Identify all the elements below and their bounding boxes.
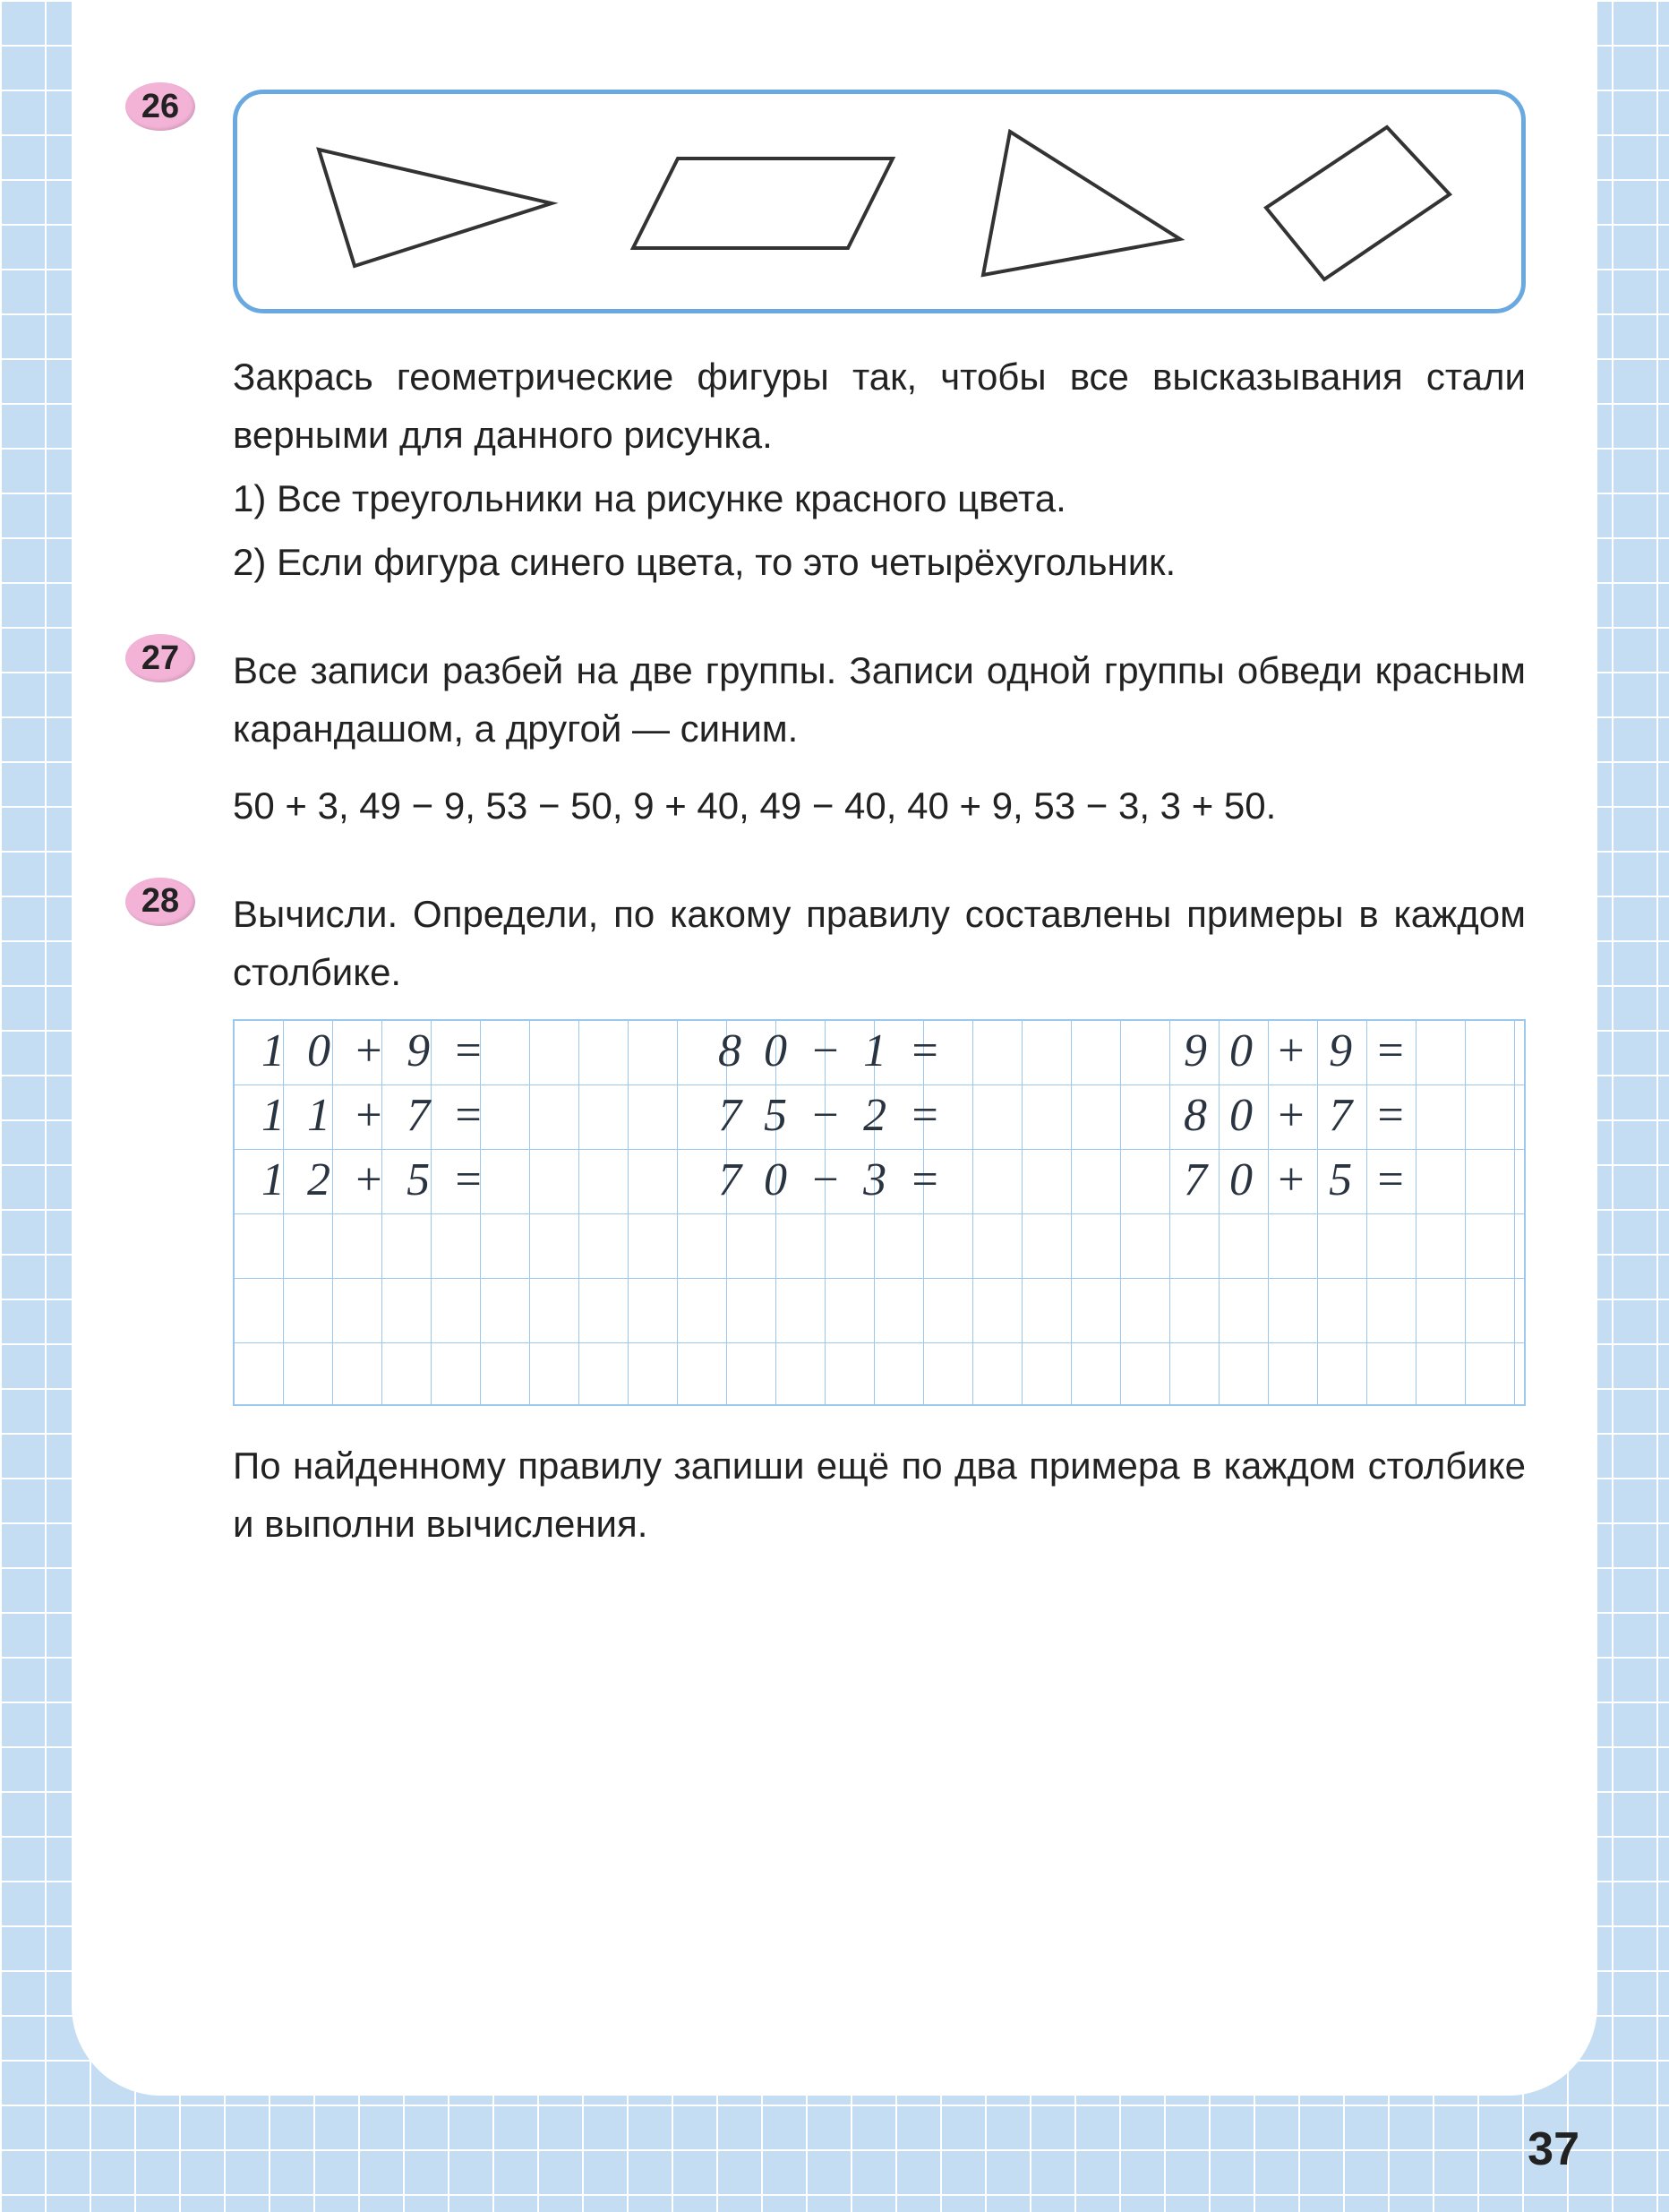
handwritten-expression: 7 0 + 5 = bbox=[1184, 1153, 1411, 1206]
ex28-intro: Вычисли. Определи, по какому правилу сос… bbox=[233, 885, 1526, 1001]
handwritten-expression: 1 1 + 7 = bbox=[261, 1089, 489, 1142]
exercise-27: 27 Все записи разбей на две группы. Запи… bbox=[134, 641, 1526, 834]
ex27-expressions: 50 + 3, 49 − 9, 53 − 50, 9 + 40, 49 − 40… bbox=[233, 776, 1526, 835]
ex26-intro: Закрась геометрические фигуры так, чтобы… bbox=[233, 356, 1526, 456]
handwritten-expression: 1 2 + 5 = bbox=[261, 1153, 489, 1206]
ex26-item2: 2) Если фигура синего цвета, то это четы… bbox=[233, 533, 1526, 591]
ex28-after: По найденному правилу запиши ещё по два … bbox=[233, 1436, 1526, 1553]
page-number: 37 bbox=[1528, 2122, 1579, 2176]
diamond-shape bbox=[1253, 114, 1459, 293]
handwritten-expression: 9 0 + 9 = bbox=[1184, 1025, 1411, 1077]
ex27-intro: Все записи разбей на две группы. Записи … bbox=[233, 641, 1526, 758]
exercise-number-badge: 26 bbox=[125, 82, 195, 131]
page: 26 Закрась геометрические фигуры так, чт… bbox=[72, 0, 1597, 2096]
handwritten-expression: 7 5 − 2 = bbox=[718, 1089, 946, 1142]
exercise-number-badge: 27 bbox=[125, 634, 195, 682]
handwritten-expression: 1 0 + 9 = bbox=[261, 1025, 489, 1077]
ex26-item1: 1) Все треугольники на рисунке красного … bbox=[233, 469, 1526, 527]
exercise-26: 26 Закрась геометрические фигуры так, чт… bbox=[134, 90, 1526, 591]
exercise-number-badge: 28 bbox=[125, 878, 195, 926]
answer-grid[interactable]: 1 0 + 9 = 1 1 + 7 = 1 2 + 5 = 8 0 − 1 = 7 5 … bbox=[233, 1019, 1526, 1406]
rectangle-shape bbox=[624, 132, 902, 275]
shapes-box bbox=[233, 90, 1526, 313]
triangle-shape-2 bbox=[956, 114, 1198, 293]
exercise-28: 28 Вычисли. Определи, по какому правилу … bbox=[134, 885, 1526, 1001]
ex26-text: Закрась геометрические фигуры так, чтобы… bbox=[233, 347, 1526, 591]
handwritten-expression: 8 0 − 1 = bbox=[718, 1025, 946, 1077]
triangle-shape-1 bbox=[301, 123, 569, 284]
handwritten-expression: 8 0 + 7 = bbox=[1184, 1089, 1411, 1142]
handwritten-expression: 7 0 − 3 = bbox=[718, 1153, 946, 1206]
